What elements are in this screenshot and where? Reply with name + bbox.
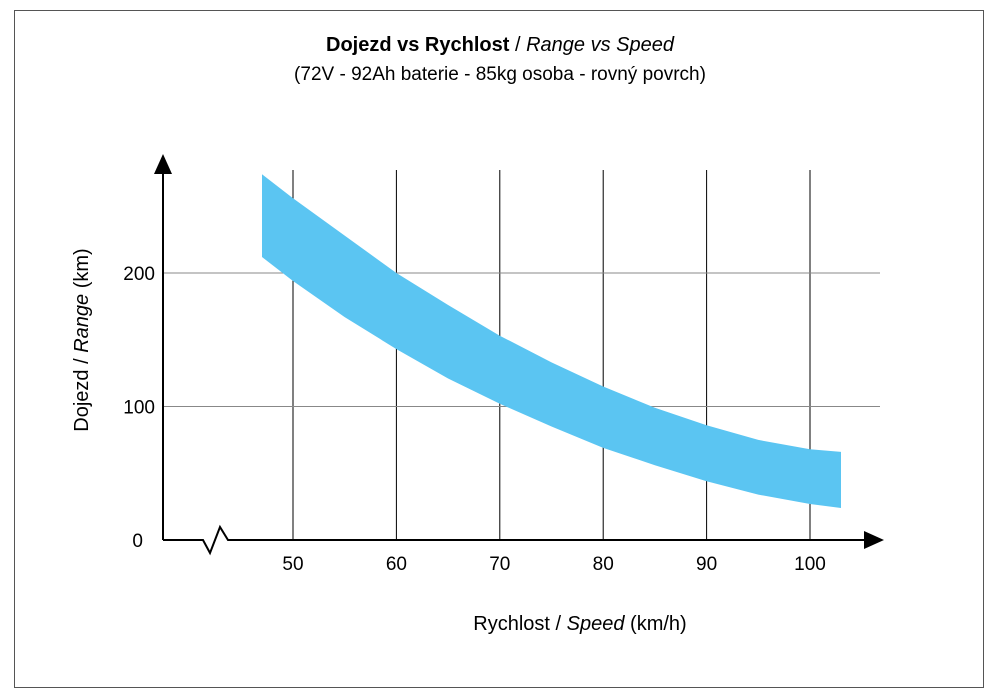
x-tick-50: 50 (282, 554, 303, 575)
x-axis-title-main: Rychlost (473, 613, 550, 635)
chart-subtitle: (72V - 92Ah baterie - 85kg osoba - rovný… (294, 64, 706, 85)
y-axis-title: Dojezd / Range (km) (71, 248, 93, 431)
x-axis-arrowhead (864, 531, 884, 549)
chart-title-italic: Range vs Speed (526, 34, 674, 56)
axes (154, 154, 884, 556)
x-tick-90: 90 (696, 554, 717, 575)
y-tick-0: 0 (132, 531, 143, 552)
range-band (262, 174, 841, 508)
chart-frame (14, 10, 984, 688)
y-axis-title-italic: Range (71, 294, 93, 353)
y-tick-labels: 0 100 200 (123, 264, 155, 552)
x-tick-70: 70 (489, 554, 510, 575)
x-tick-100: 100 (794, 554, 826, 575)
y-tick-100: 100 (123, 398, 155, 419)
x-axis-title-italic: Speed (567, 613, 626, 635)
chart-title-bold: Dojezd vs Rychlost (326, 34, 510, 56)
x-tick-labels: 50 60 70 80 90 100 (282, 554, 825, 575)
x-tick-80: 80 (593, 554, 614, 575)
x-tick-60: 60 (386, 554, 407, 575)
x-axis-title-sep: / (550, 613, 567, 635)
x-axis-line (163, 524, 866, 556)
y-axis-title-unit: (km) (71, 248, 93, 294)
chart-title: Dojezd vs Rychlost / Range vs Speed (0, 34, 1000, 57)
y-axis-arrowhead (154, 154, 172, 174)
x-axis-title-unit: (km/h) (625, 613, 687, 635)
y-axis-title-main: Dojezd (71, 369, 93, 431)
y-axis-title-sep: / (71, 353, 93, 370)
y-tick-200: 200 (123, 264, 155, 285)
chart-title-separator: / (509, 34, 527, 56)
x-axis-title: Rychlost / Speed (km/h) (473, 613, 686, 635)
